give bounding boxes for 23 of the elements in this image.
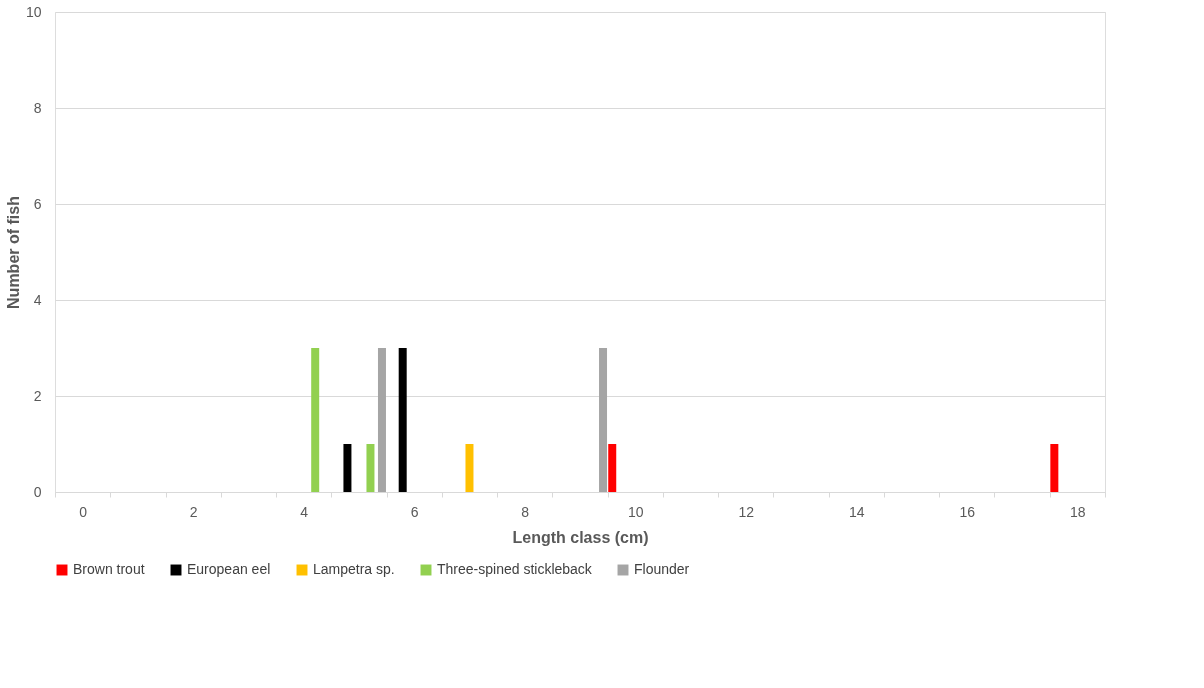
y-tick-label: 6 (33, 195, 42, 212)
y-tick-label: 0 (33, 483, 42, 500)
x-tick-label: 0 (79, 503, 88, 520)
legend-label: Lampetra sp. (313, 561, 395, 577)
y-tick-label: 4 (33, 291, 42, 308)
y-axis-title: Number of fish (4, 196, 22, 309)
x-tick-label: 2 (189, 503, 198, 520)
legend-label: Brown trout (73, 561, 145, 577)
x-tick-label: 8 (521, 503, 530, 520)
legend-label: Flounder (634, 561, 690, 577)
x-tick-label: 10 (627, 503, 644, 520)
x-tick-label: 18 (1070, 503, 1086, 520)
y-tick-label: 10 (25, 3, 42, 20)
legend-label: Three-spined stickleback (437, 561, 593, 577)
x-tick-label: 14 (849, 503, 865, 520)
x-tick-label: 16 (959, 503, 976, 520)
x-tick-label: 12 (738, 503, 755, 520)
x-tick-label: 4 (300, 503, 309, 520)
x-tick-label: 6 (410, 503, 419, 520)
y-tick-label: 2 (33, 387, 42, 404)
y-tick-label: 8 (33, 99, 42, 116)
legend-label: European eel (187, 561, 271, 577)
x-axis-title: Length class (cm) (512, 528, 649, 546)
